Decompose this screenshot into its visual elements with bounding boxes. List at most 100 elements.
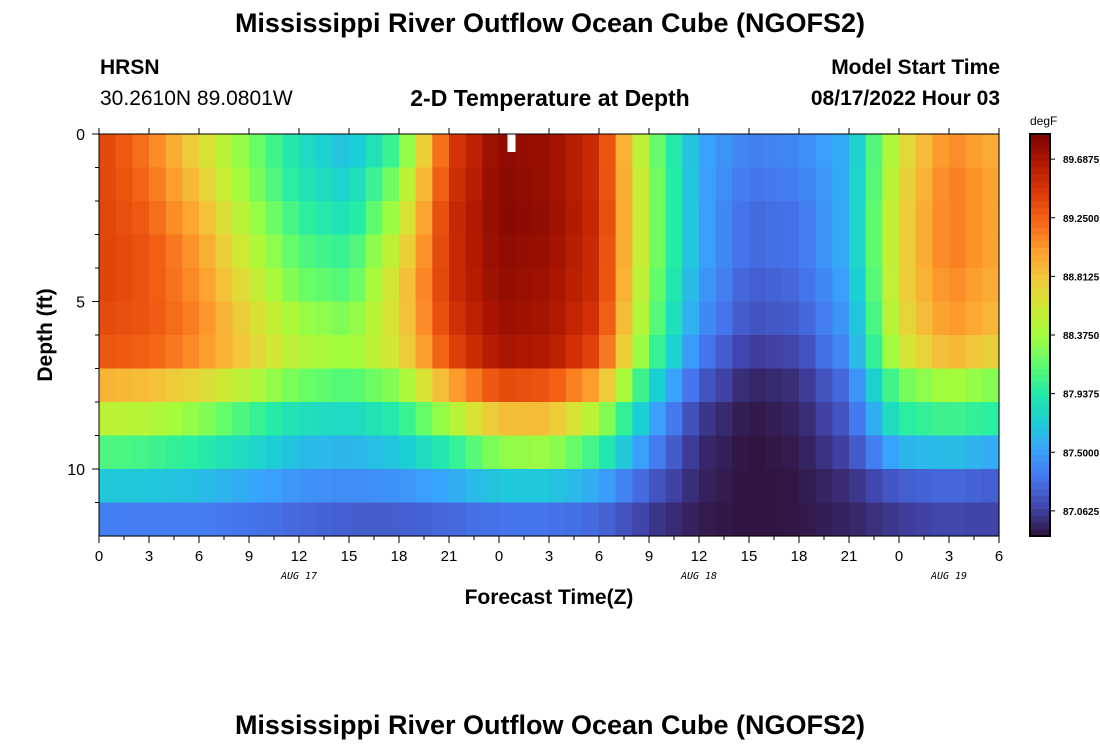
heatmap-cell <box>565 502 583 537</box>
heatmap-cell <box>915 134 933 169</box>
heatmap-cell <box>649 402 667 437</box>
heatmap-cell <box>132 502 150 537</box>
heatmap-cell <box>99 201 117 236</box>
heatmap-cell <box>632 368 650 403</box>
colorbar-segment <box>1030 428 1050 437</box>
heatmap-cell <box>982 402 1000 437</box>
heatmap-cell <box>532 268 550 303</box>
heatmap-cell <box>849 402 867 437</box>
heatmap-cell <box>949 402 967 437</box>
heatmap-cell <box>682 134 700 169</box>
colorbar-segment <box>1030 241 1050 249</box>
heatmap-cell <box>299 368 317 403</box>
heatmap-cell <box>382 335 400 370</box>
colorbar-tick-label: 89.6875 <box>1063 155 1100 166</box>
heatmap-cell <box>582 201 600 236</box>
heatmap-cell <box>465 402 483 437</box>
colorbar-tick-label: 89.2500 <box>1063 214 1100 225</box>
heatmap-cell <box>815 469 833 504</box>
heatmap-cell <box>815 234 833 269</box>
heatmap-cell <box>949 335 967 370</box>
heatmap-cell <box>315 335 333 370</box>
colorbar-segment <box>1030 227 1050 236</box>
heatmap-cell <box>715 502 733 537</box>
heatmap-cell <box>265 402 283 437</box>
heatmap-cell <box>799 134 817 169</box>
heatmap-cell <box>382 301 400 336</box>
heatmap-cell <box>149 402 167 437</box>
x-tick-label: 12 <box>291 548 308 565</box>
heatmap-cell <box>515 167 533 202</box>
colorbar-segment <box>1030 140 1050 148</box>
heatmap-cell <box>349 402 367 437</box>
heatmap-cell <box>565 201 583 236</box>
heatmap-cell <box>815 167 833 202</box>
colorbar-segment <box>1030 174 1050 182</box>
heatmap-cell <box>399 234 417 269</box>
y-axis-label: Depth (ft) <box>34 288 57 381</box>
heatmap-cell <box>382 469 400 504</box>
heatmap-cell <box>432 301 450 336</box>
heatmap-cell <box>732 134 750 169</box>
heatmap-cell <box>715 402 733 437</box>
heatmap-cell <box>465 234 483 269</box>
heatmap-cell <box>349 502 367 537</box>
heatmap-cell <box>132 301 150 336</box>
heatmap-cell <box>399 502 417 537</box>
heatmap-cell <box>882 368 900 403</box>
x-axis-label: Forecast Time(Z) <box>465 586 634 609</box>
colorbar-segment <box>1030 489 1050 497</box>
heatmap-cell <box>582 435 600 470</box>
heatmap-cell <box>499 234 517 269</box>
heatmap-cell <box>299 469 317 504</box>
heatmap-cell <box>232 402 250 437</box>
heatmap-cell <box>932 368 950 403</box>
colorbar-segment <box>1030 415 1050 423</box>
current-time-marker <box>507 134 516 152</box>
heatmap-cell <box>449 435 467 470</box>
heatmap-cell <box>282 368 300 403</box>
heatmap-cell <box>832 134 850 169</box>
colorbar-segment <box>1030 308 1050 316</box>
heatmap-cell <box>949 469 967 504</box>
heatmap-cell <box>615 234 633 269</box>
heatmap-cell <box>215 402 233 437</box>
heatmap-cell <box>265 134 283 169</box>
heatmap-cell <box>582 335 600 370</box>
heatmap-cell <box>665 335 683 370</box>
heatmap-cell <box>782 167 800 202</box>
chart-subtitle: 2-D Temperature at Depth <box>410 85 690 111</box>
heatmap-cell <box>782 201 800 236</box>
heatmap-cell <box>415 368 433 403</box>
heatmap-cell <box>732 301 750 336</box>
heatmap-cell <box>399 201 417 236</box>
heatmap-cell <box>232 368 250 403</box>
heatmap-cell <box>165 201 183 236</box>
heatmap-cell <box>865 234 883 269</box>
heatmap-cell <box>665 435 683 470</box>
colorbar-segment <box>1030 422 1050 430</box>
heatmap-cell <box>882 435 900 470</box>
heatmap-cell <box>832 268 850 303</box>
heatmap-cell <box>632 502 650 537</box>
heatmap-cell <box>549 134 567 169</box>
heatmap-cell <box>899 368 917 403</box>
heatmap-cell <box>865 335 883 370</box>
heatmap-cell <box>732 335 750 370</box>
heatmap-cell <box>549 301 567 336</box>
heatmap-cell <box>615 402 633 437</box>
heatmap-cell <box>532 201 550 236</box>
heatmap-cell <box>365 301 383 336</box>
heatmap-cell <box>599 368 617 403</box>
heatmap-cell <box>515 368 533 403</box>
heatmap-cell <box>615 167 633 202</box>
heatmap-cell <box>315 201 333 236</box>
heatmap-cell <box>749 134 767 169</box>
heatmap-cell <box>932 268 950 303</box>
heatmap-cell <box>449 201 467 236</box>
heatmap-cell <box>149 268 167 303</box>
heatmap-cell <box>949 435 967 470</box>
heatmap-cell <box>382 234 400 269</box>
heatmap-cell <box>599 268 617 303</box>
heatmap-cell <box>282 435 300 470</box>
